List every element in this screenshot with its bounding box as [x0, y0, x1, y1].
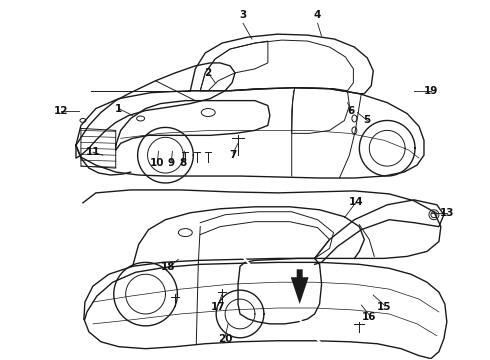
- Text: 2: 2: [205, 68, 212, 78]
- Text: 1: 1: [115, 104, 122, 113]
- Text: 19: 19: [424, 86, 438, 96]
- FancyArrow shape: [291, 269, 309, 304]
- Text: 5: 5: [364, 116, 371, 126]
- Text: 8: 8: [180, 158, 187, 168]
- Text: 15: 15: [377, 302, 392, 312]
- Text: 11: 11: [86, 147, 100, 157]
- Text: 14: 14: [349, 197, 364, 207]
- Text: 9: 9: [168, 158, 175, 168]
- Text: 4: 4: [314, 10, 321, 20]
- Text: 7: 7: [229, 150, 237, 160]
- Text: 3: 3: [240, 10, 246, 20]
- Text: 10: 10: [150, 158, 165, 168]
- Text: 6: 6: [348, 105, 355, 116]
- Text: 17: 17: [211, 302, 225, 312]
- Text: 18: 18: [161, 262, 176, 272]
- Text: 12: 12: [54, 105, 68, 116]
- Text: 13: 13: [440, 208, 454, 218]
- Text: 20: 20: [218, 334, 232, 344]
- Text: 16: 16: [362, 312, 376, 322]
